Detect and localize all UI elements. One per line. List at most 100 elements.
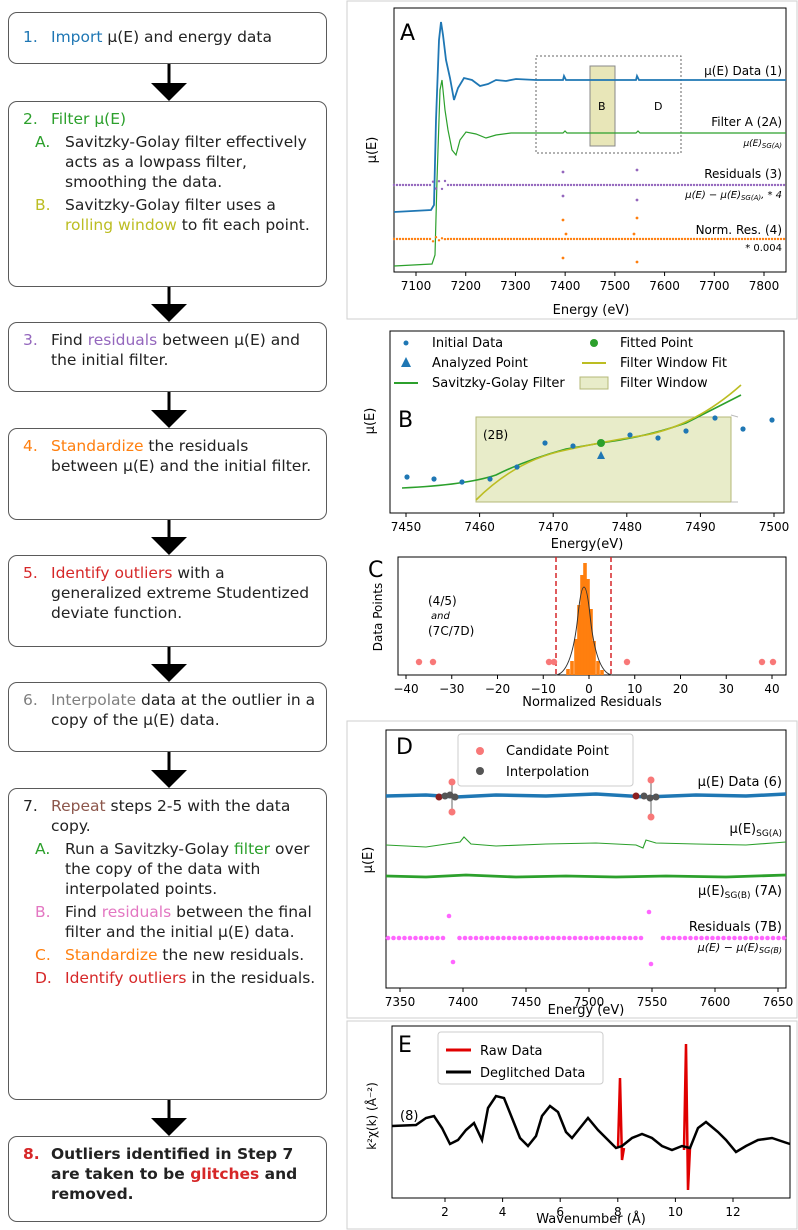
histogram-bar bbox=[566, 669, 570, 675]
residual-point bbox=[698, 183, 702, 187]
step-box-7: 7. Repeat steps 2-5 with the data copy. A.… bbox=[8, 788, 327, 1100]
norm-residual-point bbox=[701, 237, 705, 241]
step-text-part: in the residuals. bbox=[186, 969, 316, 987]
residual-point bbox=[590, 183, 594, 187]
norm-residual-point bbox=[764, 237, 768, 241]
norm-residual-point bbox=[767, 237, 771, 241]
step-text-part: Identify outliers bbox=[65, 969, 187, 987]
norm-residual-point bbox=[665, 237, 669, 241]
norm-residual-point bbox=[722, 237, 726, 241]
residual-point bbox=[623, 183, 627, 187]
label-filter-a: Filter A (2A) bbox=[711, 115, 782, 129]
step-box-2: 2. Filter μ(E) A. Savitzky-Golay filter eff… bbox=[8, 101, 327, 287]
norm-residual-point bbox=[590, 237, 594, 241]
residual-point bbox=[743, 183, 747, 187]
norm-residual-point bbox=[596, 237, 600, 241]
norm-residual-point bbox=[416, 237, 420, 241]
residual-outlier bbox=[561, 194, 565, 198]
sg-b-curve bbox=[385, 873, 787, 879]
residual-point bbox=[398, 183, 402, 187]
panel-b-letter: B bbox=[398, 408, 413, 433]
norm-residual-point bbox=[653, 237, 657, 241]
residual-7b-point bbox=[528, 935, 534, 941]
residual-7b-point bbox=[440, 935, 446, 941]
norm-residual-point bbox=[734, 237, 738, 241]
residual-point bbox=[626, 183, 630, 187]
norm-residual-point bbox=[509, 237, 513, 241]
residual-point bbox=[662, 183, 666, 187]
norm-residual-point bbox=[563, 237, 567, 241]
residual-point bbox=[503, 183, 507, 187]
residual-point bbox=[461, 183, 465, 187]
residual-point bbox=[539, 183, 543, 187]
norm-residual-point bbox=[431, 240, 435, 243]
norm-residual-point bbox=[395, 237, 399, 241]
residual-7b-point bbox=[429, 935, 435, 941]
norm-residual-point bbox=[584, 237, 588, 241]
residual-point bbox=[542, 183, 546, 187]
residual-7b-point bbox=[721, 935, 726, 941]
step-text: Repeat steps 2-5 with the data copy. bbox=[51, 796, 316, 836]
norm-residual-point bbox=[752, 237, 756, 241]
norm-residual-point bbox=[434, 236, 438, 239]
initial-data-point bbox=[655, 435, 661, 441]
residual-7b-point bbox=[715, 935, 721, 941]
panel-d-ylabel: μ(E) bbox=[361, 847, 376, 874]
residual-7b-point bbox=[512, 935, 517, 941]
label-resid-sub-s: SG(A) bbox=[741, 194, 761, 202]
box-d-label: D bbox=[654, 100, 662, 113]
residual-point bbox=[761, 183, 765, 187]
step-text-part: steps 2-5 with the data copy. bbox=[51, 797, 291, 835]
sub-step-text: Run a Savitzky-Golay filter over the cop… bbox=[65, 839, 316, 899]
initial-data-point bbox=[487, 476, 493, 482]
norm-residual-point bbox=[779, 237, 783, 241]
residual-point bbox=[716, 183, 720, 187]
panel-a-ylabel: μ(E) bbox=[365, 137, 380, 164]
residual-point bbox=[596, 183, 600, 187]
step-text-part: over the copy of the data with interpola… bbox=[65, 840, 310, 898]
residual-7b-point bbox=[781, 935, 787, 941]
residual-point bbox=[731, 183, 735, 187]
step-text: Standardize the residuals between μ(E) a… bbox=[51, 436, 316, 476]
residual-7b-point bbox=[688, 935, 693, 941]
norm-residual-point bbox=[686, 237, 690, 241]
norm-residual-point bbox=[479, 237, 483, 241]
norm-residual-point bbox=[557, 237, 561, 241]
legend-interpolation: Interpolation bbox=[506, 765, 589, 780]
norm-residual-point bbox=[611, 237, 615, 241]
step-text-part: the new residuals. bbox=[157, 946, 305, 964]
sub-step-text: Identify outliers in the residuals. bbox=[65, 968, 316, 988]
residual-point bbox=[752, 183, 756, 187]
residual-point bbox=[422, 183, 426, 187]
residual-7b-point bbox=[424, 935, 429, 941]
flow-arrow-icon bbox=[151, 752, 187, 788]
initial-data-point bbox=[769, 417, 775, 423]
residual-point bbox=[479, 183, 483, 187]
step-text-part: between the final filter and the initial… bbox=[65, 903, 312, 941]
step-box-4: 4. Standardize the residuals between μ(E)… bbox=[8, 428, 327, 520]
residual-7b-point bbox=[748, 935, 754, 941]
residual-7b-point bbox=[572, 935, 578, 941]
norm-residual-point bbox=[782, 237, 786, 241]
analyzed-point bbox=[597, 451, 605, 459]
step-text-part: to fit each point. bbox=[176, 216, 310, 234]
panel-e: E k²χ(k) (Å⁻²) Raw Data Deglitched Data … bbox=[346, 1020, 798, 1230]
residual-point bbox=[572, 183, 576, 187]
residual-point bbox=[431, 180, 435, 183]
norm-residual-point bbox=[575, 237, 579, 241]
step-box-6: 6. Interpolate data at the outlier in a c… bbox=[8, 682, 327, 752]
flow-arrow-icon bbox=[151, 647, 187, 682]
residual-point bbox=[584, 183, 588, 187]
label-d-sgb-tail: (7A) bbox=[751, 884, 782, 899]
panel-b-legend: Initial Data Fitted Point Analyzed Point Fi… bbox=[394, 336, 727, 391]
residual-point bbox=[638, 183, 642, 187]
norm-residual-point bbox=[746, 237, 750, 241]
norm-residual-point bbox=[698, 237, 702, 241]
residual-point bbox=[647, 183, 651, 187]
residual-point bbox=[512, 183, 516, 187]
residual-point bbox=[530, 183, 534, 187]
norm-residual-point bbox=[617, 237, 621, 241]
residual-point bbox=[599, 183, 603, 187]
step-text-part: filter bbox=[234, 840, 271, 858]
step-number: 1. bbox=[23, 28, 38, 46]
